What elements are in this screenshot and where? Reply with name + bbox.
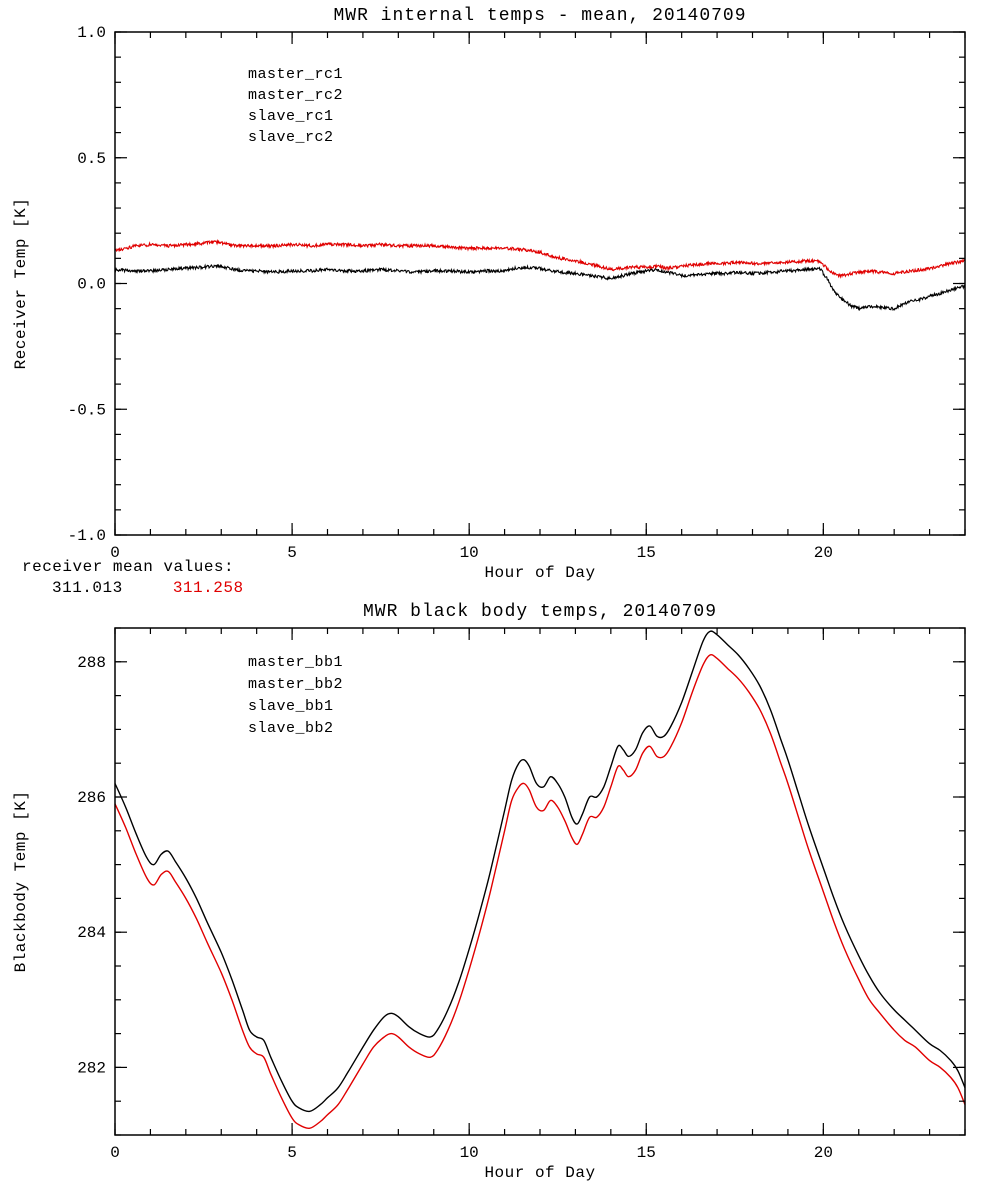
series-master_bb2 — [114, 654, 966, 1129]
y-tick-label: 1.0 — [77, 24, 106, 42]
x-tick-label: 20 — [814, 1144, 833, 1162]
plot-frame — [114, 31, 966, 536]
x-tick-label: 0 — [110, 544, 120, 562]
legend-item-master_rc1: master_rc1 — [248, 66, 343, 83]
series-master_rc1 — [114, 263, 966, 312]
y-tick-label: 284 — [77, 924, 106, 942]
legend-item-slave_rc2: slave_rc2 — [248, 129, 334, 146]
legend-item-slave_bb1: slave_bb1 — [248, 698, 334, 715]
x-axis-label: Hour of Day — [484, 1164, 595, 1182]
receiver-temp-chart: 0 5 10 15 20 -1.0 -0.5 0.0 0.5 1.0 MWR internal te… — [12, 6, 966, 582]
mean-value-rc2: 311.258 — [172, 579, 244, 597]
axis-ticks — [114, 627, 966, 1136]
mean-value-rc1: 311.013 — [52, 579, 123, 597]
y-tick-label: -0.5 — [68, 401, 106, 419]
legend-item-slave_rc1: slave_rc1 — [248, 108, 334, 125]
x-tick-label: 15 — [637, 544, 656, 562]
x-tick-label: 10 — [460, 1144, 479, 1162]
chart-title: MWR internal temps - mean, 20140709 — [333, 6, 746, 26]
y-tick-label: 282 — [77, 1059, 106, 1077]
x-tick-label: 5 — [287, 544, 297, 562]
y-axis-label: Blackbody Temp [K] — [12, 791, 30, 973]
legend-item-master_rc2: master_rc2 — [248, 87, 343, 104]
x-axis-label: Hour of Day — [484, 564, 595, 582]
mean-values-label: receiver mean values: — [22, 558, 235, 576]
legend-item-master_bb1: master_bb1 — [248, 654, 343, 671]
legend-item-slave_bb2: slave_bb2 — [248, 720, 334, 737]
x-tick-label: 15 — [637, 1144, 656, 1162]
x-tick-label: 20 — [814, 544, 833, 562]
y-tick-label: 0.0 — [77, 276, 106, 294]
y-tick-label: 0.5 — [77, 150, 106, 168]
legend-item-master_bb2: master_bb2 — [248, 676, 343, 693]
y-tick-label: 288 — [77, 654, 106, 672]
y-tick-label: -1.0 — [68, 527, 106, 545]
chart-title: MWR black body temps, 20140709 — [363, 602, 717, 622]
y-tick-label: 286 — [77, 789, 106, 807]
plot-frame — [114, 627, 966, 1136]
x-tick-label: 10 — [460, 544, 479, 562]
x-tick-label: 0 — [110, 1144, 120, 1162]
blackbody-temp-chart: 0 5 10 15 20 282 284 286 288 MWR black body temps… — [12, 602, 966, 1182]
receiver-mean-values: receiver mean values: 311.013 311.258 — [22, 557, 244, 599]
axis-ticks — [114, 31, 966, 536]
mean-values-row: 311.013 311.258 — [52, 578, 244, 599]
y-axis-label: Receiver Temp [K] — [12, 198, 30, 370]
x-tick-label: 5 — [287, 1144, 297, 1162]
series-master_bb1 — [114, 630, 966, 1113]
series-master_rc2 — [114, 238, 966, 279]
